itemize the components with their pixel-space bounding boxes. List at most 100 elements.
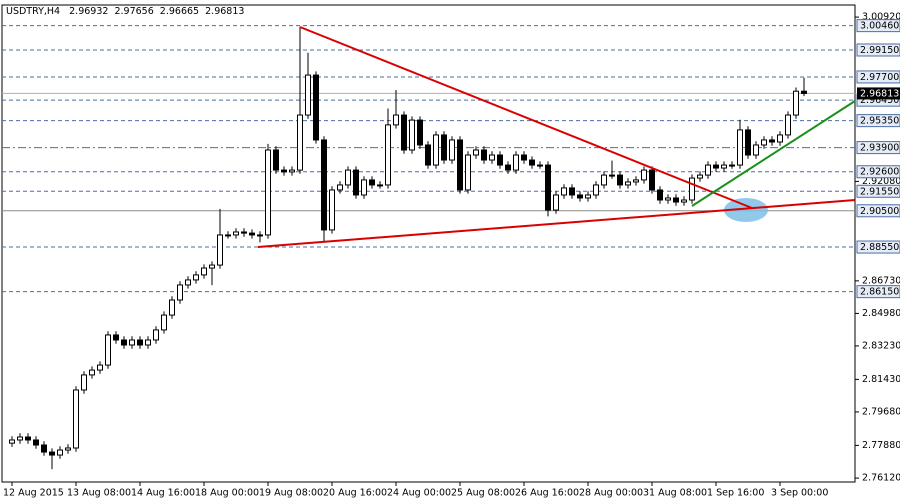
level-label: 2.99150 <box>860 45 899 56</box>
candle-body <box>641 169 647 181</box>
level-label: 2.88550 <box>860 242 899 253</box>
level-label-box <box>856 204 900 218</box>
x-tick-label: 31 Aug 08:00 <box>643 488 707 499</box>
y-tick-label: 2.77880 <box>862 440 900 451</box>
trendlines <box>257 26 856 248</box>
x-tick-label: 3 Sep 00:00 <box>771 488 828 499</box>
candle-body <box>313 74 319 141</box>
candle-body <box>153 329 159 341</box>
x-tick-label: 13 Aug 08:00 <box>67 488 131 499</box>
candle-body <box>441 134 447 161</box>
y-tick-label: 2.92080 <box>862 176 900 187</box>
candle-body <box>113 334 119 341</box>
candle-body <box>761 139 767 146</box>
level-label-box <box>856 285 900 299</box>
candle-body <box>649 169 655 191</box>
candle-body <box>673 197 679 203</box>
level-label: 2.97700 <box>860 72 899 83</box>
candle-body <box>217 234 223 266</box>
candle-body <box>729 164 735 167</box>
x-tick-label: 1 Sep 16:00 <box>707 488 764 499</box>
candle-body <box>617 174 623 186</box>
candle-body <box>361 179 367 196</box>
level-label-box <box>856 114 900 128</box>
candle-body <box>497 154 503 166</box>
plot-frame <box>1 4 856 483</box>
candle-body <box>225 234 231 237</box>
candle-body <box>129 339 135 346</box>
candle-body <box>249 232 255 236</box>
candle-body <box>633 179 639 183</box>
candle-body <box>697 174 703 179</box>
candles <box>9 26 807 470</box>
candle-body <box>601 174 607 186</box>
candle-body <box>745 129 751 156</box>
highlight-ellipse <box>724 198 768 222</box>
y-tick-label: 2.76120 <box>862 473 900 484</box>
candle-body <box>433 134 439 166</box>
candle-body <box>97 364 103 371</box>
candle-body <box>241 231 247 234</box>
candle-body <box>377 184 383 187</box>
trendline-green <box>691 100 856 207</box>
trendline-up <box>257 199 856 248</box>
candle-body <box>25 436 31 441</box>
candle-body <box>689 177 695 201</box>
candle-body <box>561 187 567 196</box>
x-tick-label: 25 Aug 08:00 <box>451 488 515 499</box>
x-tick-label: 12 Aug 2015 <box>3 488 64 499</box>
candle-body <box>305 74 311 116</box>
candle-body <box>657 189 663 201</box>
level-label: 2.92600 <box>860 167 899 178</box>
y-tick-label: 2.81430 <box>862 374 900 385</box>
candle-body <box>73 389 79 449</box>
candle-body <box>281 169 287 173</box>
candle-body <box>425 144 431 166</box>
candle-body <box>369 179 375 186</box>
symbol: USDTRY,H4 <box>6 6 60 17</box>
level-label-box <box>856 70 900 84</box>
candle-body <box>329 189 335 231</box>
candle-body <box>409 119 415 151</box>
candle-body <box>665 197 671 201</box>
level-label: 2.93900 <box>860 143 899 154</box>
candle-body <box>321 139 327 231</box>
candle-body <box>785 114 791 136</box>
level-label-box <box>856 141 900 155</box>
candle-body <box>273 149 279 171</box>
candle-body <box>393 114 399 126</box>
chart-title: USDTRY,H4 2.96932 2.97656 2.96665 2.9681… <box>6 6 244 17</box>
candle-body <box>169 299 175 316</box>
candle-body <box>185 279 191 286</box>
candle-body <box>265 149 271 236</box>
last-low: 2.96665 <box>160 6 199 17</box>
candle-body <box>417 119 423 146</box>
candle-body <box>201 267 207 276</box>
candle-body <box>145 339 151 346</box>
candle-body <box>801 90 807 94</box>
candle-body <box>41 444 47 453</box>
y-tick-label: 3.00920 <box>862 12 900 23</box>
candle-body <box>553 194 559 211</box>
candle-body <box>473 149 479 156</box>
candle-body <box>489 154 495 161</box>
level-label-box <box>856 240 900 254</box>
level-label: 2.91550 <box>860 186 899 197</box>
candle-body <box>57 449 63 456</box>
candle-body <box>17 436 23 441</box>
candle-body <box>345 169 351 186</box>
candle-body <box>713 164 719 169</box>
x-tick-label: 18 Aug 00:00 <box>195 488 259 499</box>
candle-body <box>625 181 631 186</box>
candle-body <box>481 149 487 161</box>
x-tick-label: 28 Aug 00:00 <box>579 488 643 499</box>
candle-body <box>513 154 519 171</box>
y-tick-label: 2.79680 <box>862 406 900 417</box>
candle-body <box>721 164 727 169</box>
x-tick-label: 26 Aug 16:00 <box>515 488 579 499</box>
candle-body <box>137 339 143 346</box>
candle-body <box>9 439 15 444</box>
candle-body <box>449 139 455 161</box>
candle-body <box>193 274 199 281</box>
x-tick-label: 20 Aug 16:00 <box>323 488 387 499</box>
